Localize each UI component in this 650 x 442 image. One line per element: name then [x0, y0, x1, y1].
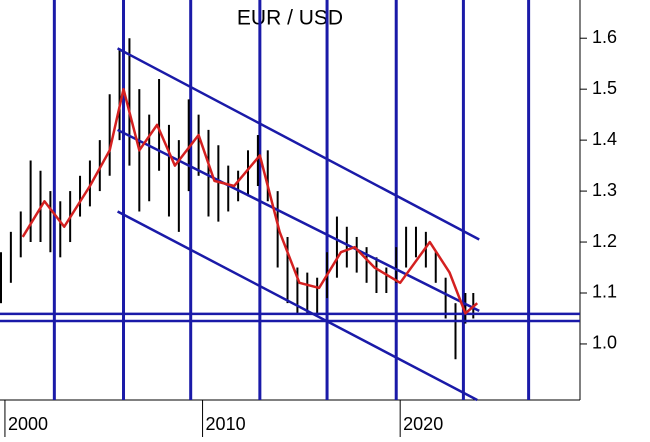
- y-tick-label: 1.5: [592, 78, 617, 98]
- y-tick-label: 1.3: [592, 180, 617, 200]
- x-tick-label: 2020: [403, 414, 443, 434]
- y-tick-label: 1.4: [592, 129, 617, 149]
- y-tick-label: 1.2: [592, 231, 617, 251]
- channel-line: [117, 210, 478, 402]
- chart-title: EUR / USD: [237, 7, 343, 30]
- x-tick-label: 2000: [8, 414, 48, 434]
- y-tick-label: 1.6: [592, 27, 617, 47]
- y-tick-label: 1.0: [592, 333, 617, 353]
- y-tick-label: 1.1: [592, 282, 617, 302]
- channel-line: [116, 47, 480, 241]
- x-tick-label: 2010: [206, 414, 246, 434]
- moving-average-line: [21, 87, 479, 315]
